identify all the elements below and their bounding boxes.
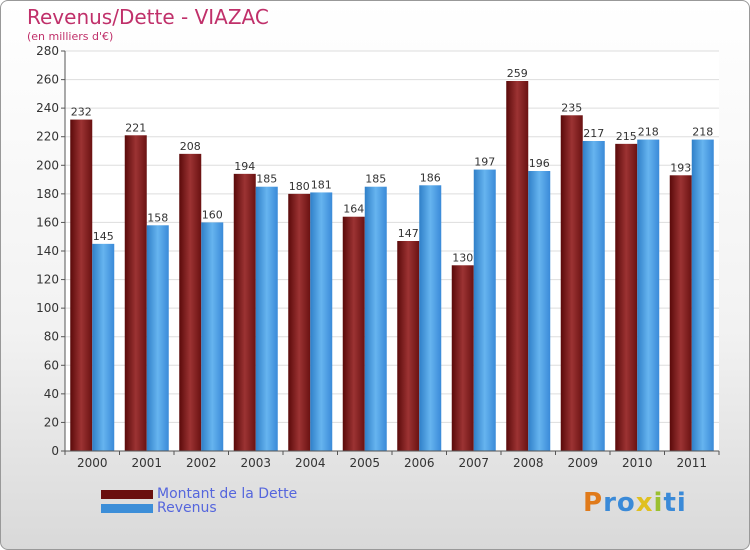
bar-debt — [179, 153, 202, 451]
logo-letter: r — [603, 488, 617, 518]
bar-debt — [615, 143, 638, 451]
data-label-revenue: 197 — [474, 156, 495, 169]
bar-debt — [342, 216, 365, 451]
data-label-revenue: 218 — [638, 126, 659, 139]
y-tick-label: 100 — [36, 301, 59, 315]
data-label-revenue: 145 — [93, 230, 114, 243]
bar-debt — [560, 115, 583, 452]
x-tick-label: 2003 — [240, 456, 271, 470]
y-tick-label: 120 — [36, 273, 59, 287]
bar-revenue — [419, 185, 442, 452]
bar-revenue — [255, 186, 278, 451]
x-tick-label: 2005 — [349, 456, 380, 470]
y-tick-label: 80 — [44, 330, 59, 344]
data-label-debt: 235 — [561, 101, 582, 114]
axes: 0 20 40 60 80 100 120 140 160 180 200 220 240 260 280 2… — [36, 44, 720, 470]
bar-revenue — [201, 222, 224, 451]
data-label-debt: 193 — [670, 161, 691, 174]
legend-label-debt: Montant de la Dette — [157, 486, 298, 502]
x-tick-label: 2001 — [131, 456, 162, 470]
data-label-revenue: 185 — [256, 173, 277, 186]
bar-debt — [70, 119, 93, 452]
logo-letter: P — [583, 488, 604, 518]
logo-letter: t — [663, 488, 677, 518]
x-tick-label: 2007 — [458, 456, 489, 470]
data-label-revenue: 217 — [583, 127, 604, 140]
data-label-debt: 130 — [452, 251, 473, 264]
bar-revenue — [582, 141, 605, 451]
y-tick-label: 240 — [36, 101, 59, 115]
x-tick-label: 2011 — [676, 456, 707, 470]
x-tick-label: 2004 — [295, 456, 326, 470]
data-label-debt: 194 — [234, 160, 255, 173]
logo-letter: o — [616, 488, 636, 518]
y-tick-label: 260 — [36, 73, 59, 87]
bar-debt — [506, 81, 529, 451]
bar-revenue — [364, 186, 387, 451]
data-label-debt: 164 — [343, 203, 364, 216]
y-tick-label: 200 — [36, 158, 59, 172]
legend-swatch-revenue — [101, 503, 153, 513]
bar-debt — [288, 193, 311, 451]
bar-revenue — [637, 139, 660, 452]
data-label-debt: 180 — [289, 180, 310, 193]
x-tick-label: 2009 — [567, 456, 598, 470]
legend-label-revenue: Revenus — [157, 500, 217, 516]
bar-revenue — [146, 225, 169, 451]
y-tick-label: 280 — [36, 44, 59, 58]
x-tick-label: 2006 — [404, 456, 435, 470]
grid-lines — [65, 50, 719, 452]
data-label-revenue: 186 — [420, 171, 441, 184]
data-label-revenue: 218 — [692, 126, 713, 139]
y-tick-label: 60 — [44, 358, 59, 372]
x-tick-label: 2000 — [77, 456, 108, 470]
logo-letter: i — [653, 488, 664, 518]
bar-revenue — [691, 139, 714, 452]
proxiti-logo: Proxiti — [583, 488, 687, 518]
bar-revenue — [92, 243, 115, 451]
data-label-debt: 208 — [180, 140, 201, 153]
y-tick-label: 40 — [44, 387, 59, 401]
bar-debt — [233, 173, 256, 451]
x-tick-label: 2008 — [513, 456, 544, 470]
bars — [70, 81, 714, 452]
bar-revenue — [473, 169, 496, 452]
data-label-revenue: 160 — [202, 208, 223, 221]
data-label-debt: 221 — [125, 121, 146, 134]
legend-item-revenue: Revenus — [101, 500, 297, 516]
y-tick-label: 140 — [36, 244, 59, 258]
bar-debt — [451, 265, 474, 451]
bar-debt — [669, 175, 692, 452]
logo-letter: i — [676, 488, 687, 518]
y-tick-label: 220 — [36, 130, 59, 144]
x-tick-label: 2010 — [622, 456, 653, 470]
x-tick-label: 2002 — [186, 456, 217, 470]
data-label-debt: 259 — [507, 67, 528, 80]
data-label-revenue: 185 — [365, 173, 386, 186]
bar-debt — [397, 241, 420, 451]
chart-subtitle: (en milliers d'€) — [27, 30, 114, 43]
data-label-revenue: 196 — [529, 157, 550, 170]
data-label-revenue: 158 — [147, 211, 168, 224]
legend-swatch-debt — [101, 489, 153, 499]
legend: Montant de la Dette Revenus — [101, 486, 298, 516]
y-tick-label: 180 — [36, 187, 59, 201]
bar-debt — [124, 135, 147, 452]
data-label-debt: 232 — [71, 106, 92, 119]
y-tick-label: 0 — [51, 444, 59, 458]
data-label-debt: 215 — [616, 130, 637, 143]
y-tick-label: 160 — [36, 215, 59, 229]
y-tick-label: 20 — [44, 415, 59, 429]
chart-title: Revenus/Dette - VIAZAC — [27, 5, 269, 29]
bar-revenue — [528, 171, 551, 451]
data-label-revenue: 181 — [311, 178, 332, 191]
logo-letter: x — [635, 488, 654, 518]
data-label-debt: 147 — [398, 227, 419, 240]
bar-revenue — [310, 192, 333, 451]
legend-item-debt: Montant de la Dette — [101, 486, 298, 502]
